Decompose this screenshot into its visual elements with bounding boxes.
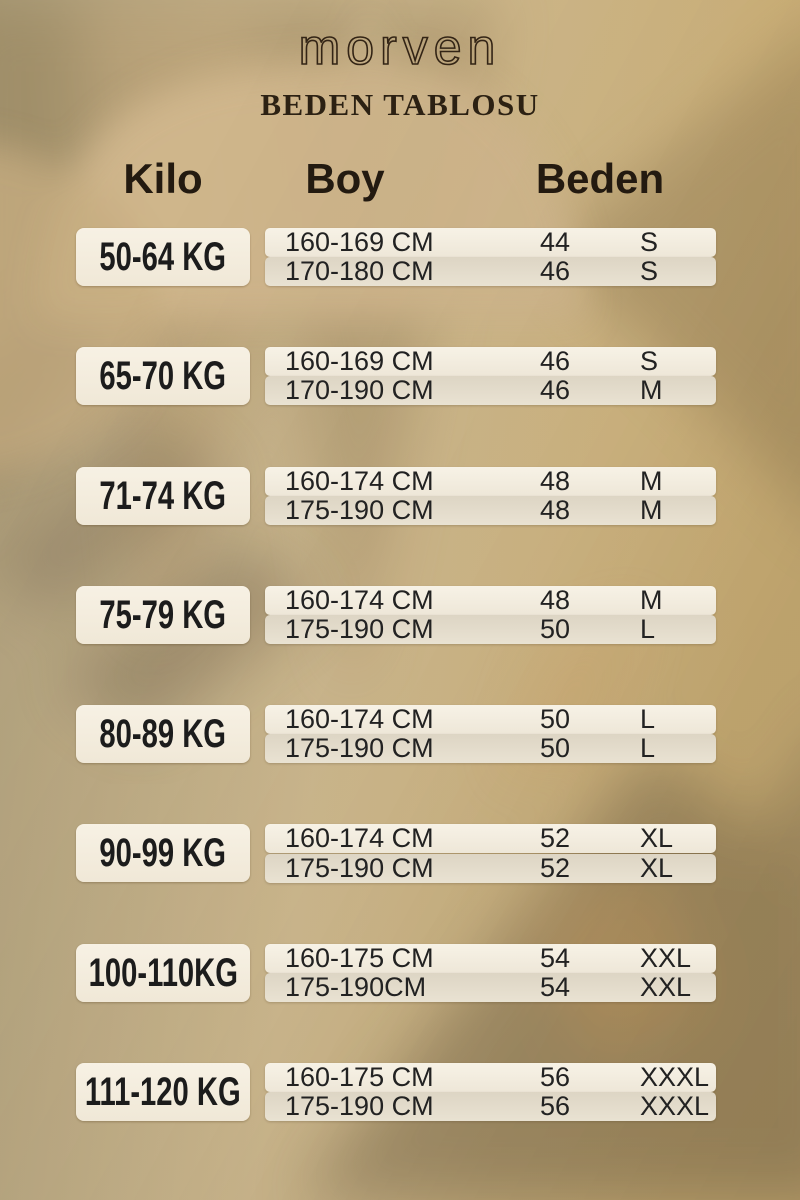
svg-text:morven: morven xyxy=(299,19,502,75)
